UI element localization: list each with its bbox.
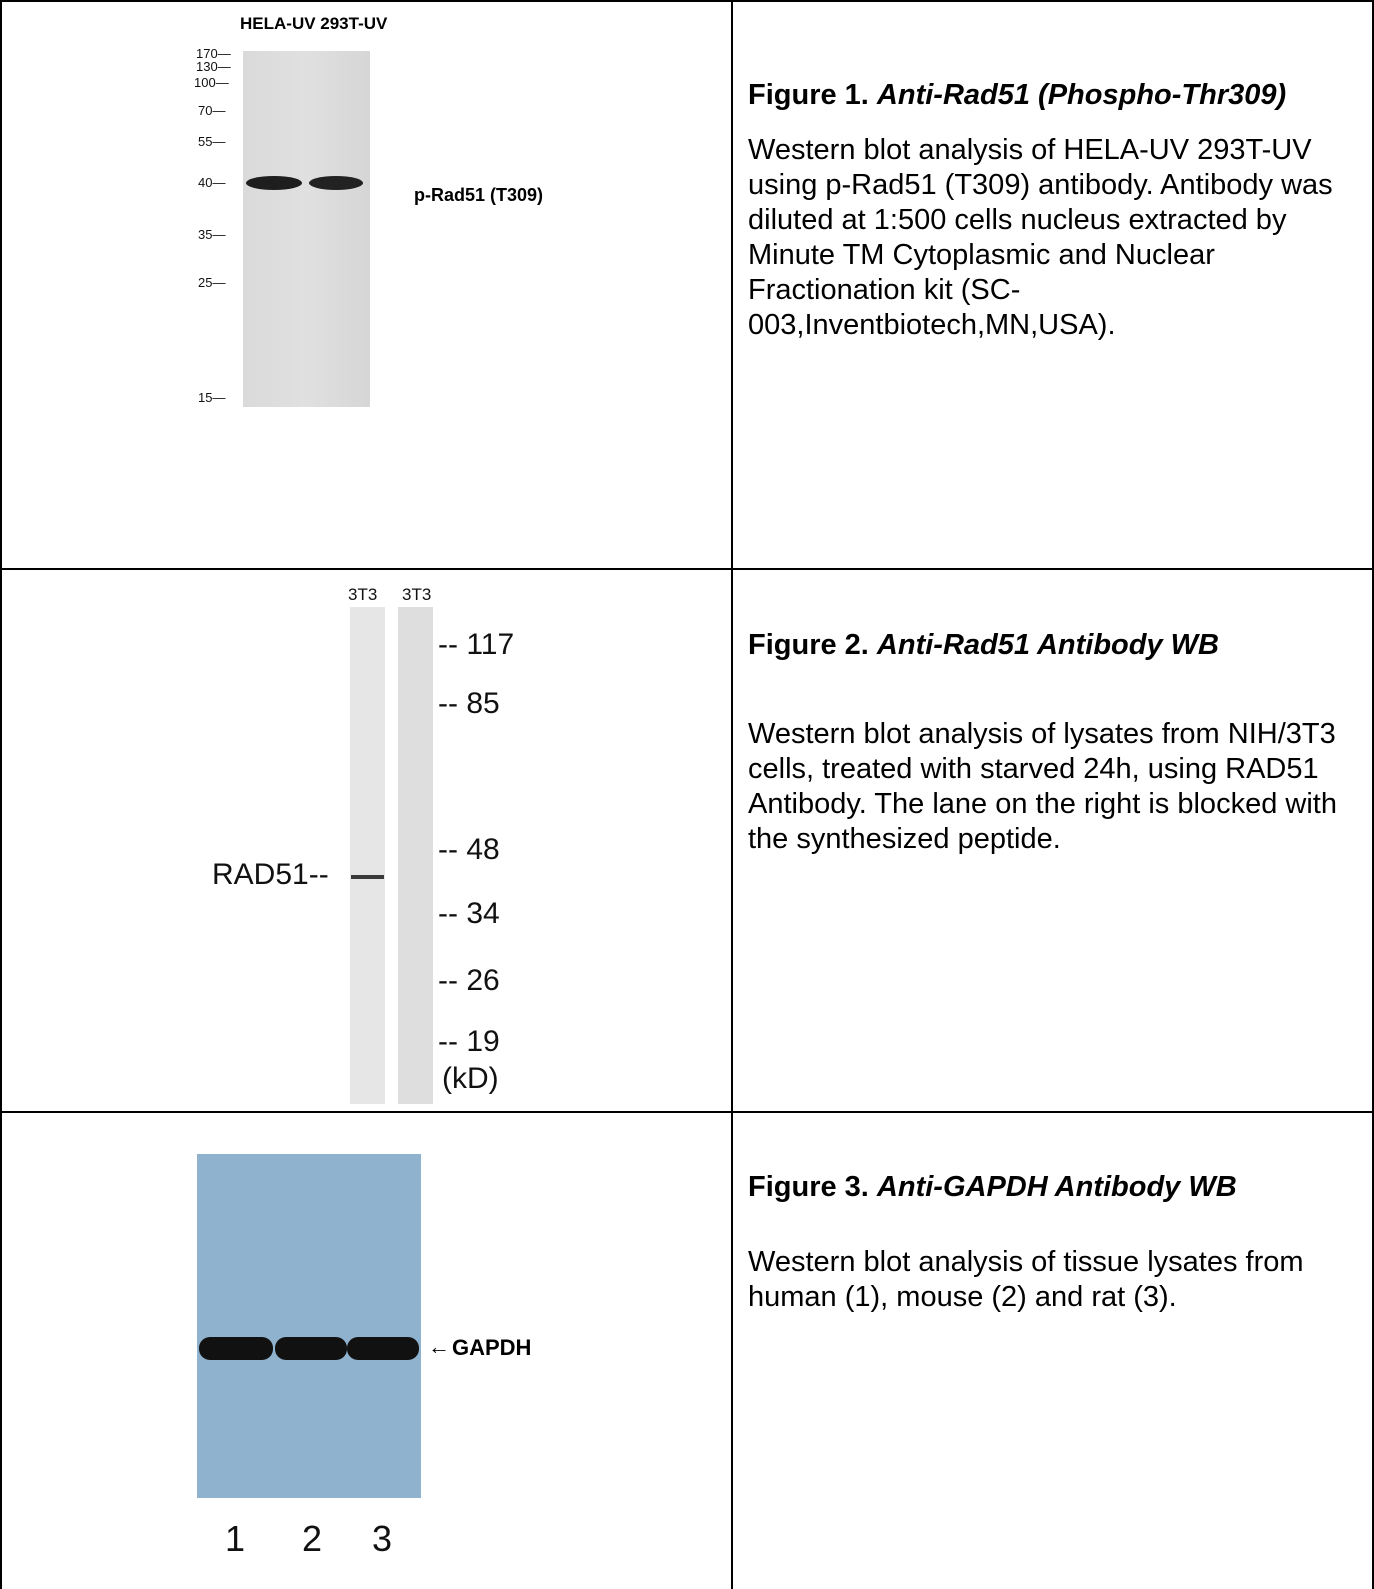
marker-34: -- 34 [438,897,500,930]
table-divider-vertical [731,0,733,1589]
table-divider-row2 [0,1111,1374,1113]
blot-3-band-label: GAPDH [452,1335,532,1360]
lane-number-3: 3 [372,1518,393,1559]
gapdh-band-lane-1 [199,1337,273,1360]
marker-19: -- 19 [438,1025,500,1058]
figure-1-title: Figure 1. Anti-Rad51 (Phospho-Thr309) [748,77,1360,113]
figure-1-title-italic: Anti-Rad51 (Phospho-Thr309) [876,79,1287,111]
figure-3-title: Figure 3. Anti-GAPDH Antibody WB [748,1169,1360,1205]
gapdh-band-lane-2 [275,1337,347,1360]
blot-2-band-label: RAD51-- [212,858,329,891]
blot-2-membrane [350,607,433,1104]
marker-85: -- 85 [438,687,500,720]
lane-label-2: 3T3 [402,585,432,604]
marker-35: 35— [198,227,226,242]
rad51-band [351,875,384,879]
lane-number-2: 2 [302,1518,323,1559]
gapdh-band-lane-3 [347,1337,419,1360]
unit-kd: (kD) [442,1062,499,1095]
figure-2-title: Figure 2. Anti-Rad51 Antibody WB [748,627,1360,663]
table-divider-row1 [0,568,1374,570]
figure-2-caption: Figure 2. Anti-Rad51 Antibody WB Western… [748,627,1360,857]
marker-48: -- 48 [438,833,500,866]
marker-25: 25— [198,275,226,290]
figure-3-description: Western blot analysis of tissue lysates … [748,1246,1304,1313]
figure-2-title-prefix: Figure 2. [748,629,869,661]
blot-1-band-label: p-Rad51 (T309) [414,185,544,205]
marker-26: -- 26 [438,964,500,997]
marker-170: 170— [196,46,231,61]
lane-number-1: 1 [225,1518,246,1559]
blot-1-membrane [243,51,370,407]
figure-3-title-italic: Anti-GAPDH Antibody WB [876,1171,1237,1203]
table-border-left [0,0,2,1589]
arrow-left-icon: ← [428,1334,450,1359]
marker-15: 15— [198,390,226,405]
marker-55: 55— [198,134,226,149]
blot-1-band-lane-2 [309,176,363,190]
figure-1-description: Western blot analysis of HELA-UV 293T-UV… [748,134,1333,341]
marker-70: 70— [198,103,226,118]
blot-1-header: HELA-UV 293T-UV [240,14,388,33]
figure-3-caption: Figure 3. Anti-GAPDH Antibody WB Western… [748,1169,1360,1315]
figure-2-description: Western blot analysis of lysates from NI… [748,718,1337,855]
table-border-right [1372,0,1374,1589]
figure-1-caption: Figure 1. Anti-Rad51 (Phospho-Thr309) We… [748,77,1360,343]
figure-3-title-prefix: Figure 3. [748,1171,869,1203]
figure-2-title-italic: Anti-Rad51 Antibody WB [876,629,1219,661]
table-border-top [0,0,1374,2]
marker-117: -- 117 [438,628,515,661]
marker-130: 130— [196,59,231,74]
marker-40: 40— [198,175,226,190]
marker-100: 100— [194,75,229,90]
blot-3-film [197,1154,421,1498]
figure-1-title-prefix: Figure 1. [748,79,869,111]
blot-1-band-lane-1 [246,176,302,190]
lane-label-1: 3T3 [348,585,378,604]
